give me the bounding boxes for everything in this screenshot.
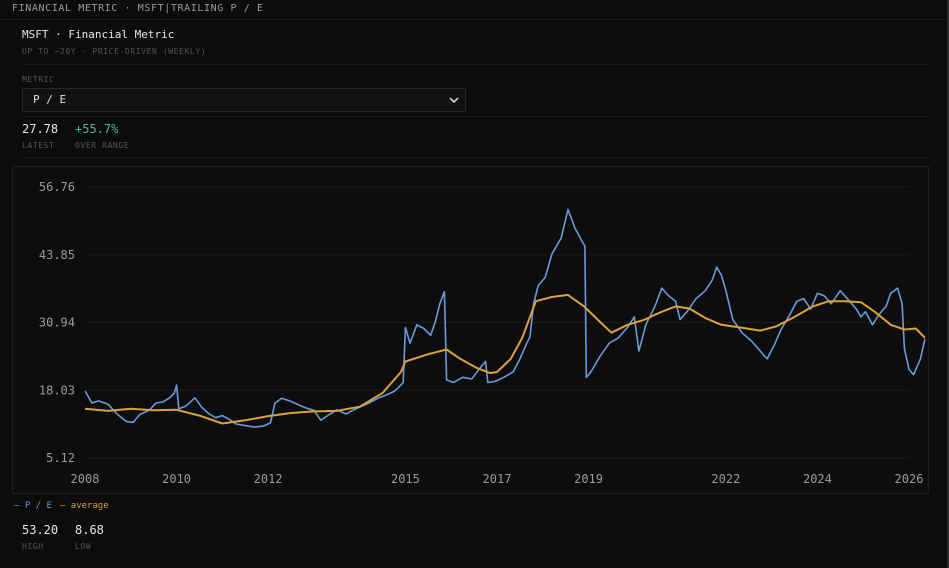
panel-subtitle: UP TO ~20Y · PRICE-DRIVEN (WEEKLY) <box>22 47 207 56</box>
legend-pe: — P / E <box>14 501 52 511</box>
metric-select-value: P / E <box>33 93 67 106</box>
y-tick-label: 18.03 <box>39 383 75 397</box>
panel-title: MSFT · Financial Metric <box>22 28 175 41</box>
x-tick-label: 2010 <box>162 472 191 486</box>
metric-label: METRIC <box>22 75 55 84</box>
latest-label: LATEST <box>22 141 55 150</box>
pe-series-line <box>84 208 926 428</box>
y-tick-label: 30.94 <box>39 316 75 330</box>
average-series-line <box>84 293 926 425</box>
metric-panel: MSFT · Financial Metric UP TO ~20Y · PRI… <box>12 20 929 568</box>
metric-select[interactable]: P / E <box>22 88 466 112</box>
x-tick-label: 2019 <box>574 472 603 486</box>
latest-value: 27.78 <box>22 122 59 136</box>
x-tick-label: 2008 <box>71 472 100 486</box>
high-label: HIGH <box>22 542 44 551</box>
x-tick-label: 2024 <box>803 472 832 486</box>
legend-average: — average <box>59 501 109 511</box>
y-tick-label: 5.12 <box>46 451 75 465</box>
change-value: +55.7% <box>75 122 119 136</box>
y-tick-label: 56.76 <box>39 180 75 194</box>
divider <box>22 64 929 65</box>
change-label: OVER RANGE <box>75 141 130 150</box>
low-label: LOW <box>75 542 92 551</box>
x-tick-label: 2017 <box>483 472 512 486</box>
x-tick-label: 2026 <box>895 472 924 486</box>
top-bar-title: FINANCIAL METRIC · MSFT|TRAILING P / E <box>0 0 947 20</box>
divider <box>22 157 929 158</box>
x-tick-label: 2022 <box>711 472 740 486</box>
divider <box>22 116 929 117</box>
x-tick-label: 2012 <box>254 472 283 486</box>
y-tick-label: 43.85 <box>39 248 75 262</box>
low-value: 8.68 <box>75 523 104 537</box>
x-tick-label: 2015 <box>391 472 420 486</box>
pe-line-chart: 56.76 43.85 30.94 18.03 5.12 2008 2010 2012 2015… <box>39 180 926 486</box>
window-edge <box>947 0 949 568</box>
high-value: 53.20 <box>22 523 59 537</box>
chevron-down-icon <box>449 89 459 119</box>
chart-legend: — P / E — average <box>14 501 109 511</box>
chart-container: 56.76 43.85 30.94 18.03 5.12 2008 2010 2012 2015… <box>12 166 929 494</box>
